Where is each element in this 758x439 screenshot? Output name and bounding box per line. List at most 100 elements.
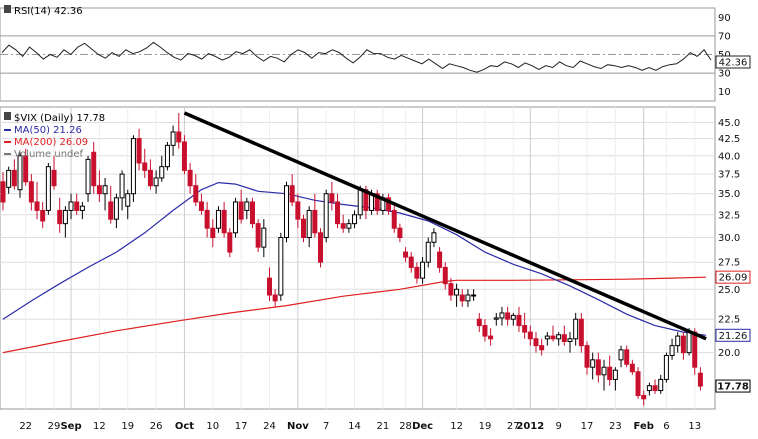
- candle-down: [448, 283, 454, 296]
- candle-down: [414, 266, 420, 279]
- candle-up: [420, 261, 426, 279]
- rsi-y-ticks: 9070503010: [718, 13, 731, 98]
- candle-down: [187, 169, 193, 187]
- candle-up: [669, 345, 675, 356]
- candle-down: [318, 232, 324, 263]
- x-tick-label: 13: [688, 421, 701, 432]
- price-y-tick-label: 25.0: [718, 285, 740, 296]
- x-tick-label: 27: [507, 421, 520, 432]
- candle-down: [272, 294, 278, 302]
- price-badge-box: [715, 379, 751, 393]
- candle-down: [23, 155, 29, 183]
- x-tick-label: 19: [121, 421, 134, 432]
- rsi-reference-lines: [0, 35, 715, 74]
- candle-up: [284, 185, 289, 238]
- candle-down: [255, 223, 261, 248]
- candle-down: [136, 138, 142, 164]
- x-tick-label: 23: [609, 421, 622, 432]
- candle-down: [374, 193, 380, 211]
- legend-entry: Volume undef: [14, 149, 84, 160]
- candle-up: [85, 158, 91, 195]
- candle-down: [295, 201, 301, 220]
- candle-up: [601, 366, 607, 376]
- price-badge-label: 26.09: [719, 273, 748, 284]
- ma200-line: [2, 276, 707, 354]
- candle-down: [482, 325, 488, 337]
- price-y-tick-label: 32.5: [718, 210, 740, 221]
- candle-down: [437, 251, 443, 268]
- candle-down: [459, 294, 465, 302]
- candle-down: [193, 185, 199, 203]
- candle-down: [28, 181, 34, 203]
- candle-up: [215, 209, 221, 229]
- candle-down: [301, 218, 307, 238]
- candle-down: [391, 209, 397, 229]
- rsi-y-tick-label: 70: [718, 31, 731, 42]
- candle-down: [181, 141, 187, 171]
- price-badge-box: [715, 328, 751, 342]
- candle-up: [499, 312, 505, 319]
- candle-down: [266, 277, 272, 296]
- candle-up: [170, 131, 176, 146]
- candle-down: [697, 372, 703, 387]
- candle-down: [176, 131, 182, 143]
- candle-down: [198, 201, 204, 211]
- candle-up: [45, 166, 51, 211]
- x-tick-label: 28: [399, 421, 412, 432]
- candle-up: [465, 294, 471, 302]
- candle-up: [352, 214, 358, 225]
- candle-up: [573, 318, 579, 340]
- candle-up: [646, 385, 652, 392]
- candle-down: [74, 201, 80, 211]
- x-tick-label: 14: [348, 421, 361, 432]
- candle-down: [312, 209, 318, 234]
- candle-up: [6, 169, 12, 188]
- candle-down: [533, 338, 539, 347]
- rsi-value-badge: 42.36: [715, 55, 751, 69]
- candle-up: [17, 155, 23, 191]
- candle-down: [11, 169, 17, 187]
- x-tick-label: Feb: [634, 421, 654, 432]
- candle-down: [142, 162, 148, 171]
- candle-up: [323, 193, 329, 238]
- candle-down: [539, 345, 545, 351]
- x-tick-label: 26: [150, 421, 163, 432]
- candle-down: [51, 169, 57, 187]
- x-tick-label: 2012: [516, 421, 544, 432]
- price-y-ticks: 45.0 42.5 40.0 37.5 35.0 32.5 30.0 27.5 25.0 22.5…: [718, 118, 740, 359]
- candle-up: [306, 209, 312, 238]
- candle-down: [561, 334, 567, 343]
- candle-down: [40, 209, 46, 222]
- candle-down: [516, 314, 522, 327]
- candle-down: [227, 232, 233, 253]
- candle-down: [488, 335, 494, 340]
- candle-down: [335, 201, 341, 225]
- candle-down: [0, 181, 6, 203]
- price-badge-label: 21.26: [719, 331, 748, 342]
- candle-up: [119, 173, 125, 199]
- price-plot-frame: [0, 106, 716, 410]
- price-badges: 26.09 21.26 17.78: [715, 270, 751, 393]
- x-tick-label: 21: [377, 421, 390, 432]
- x-tick-label: 17: [235, 421, 248, 432]
- x-tick-label: 10: [206, 421, 219, 432]
- x-tick-label: Nov: [287, 421, 309, 432]
- candle-down: [522, 325, 528, 333]
- price-panel: 45.0 42.5 40.0 37.5 35.0 32.5 30.0 27.5 25.0 22.5…: [0, 106, 751, 432]
- candle-down: [578, 318, 584, 347]
- price-y-tick-label: 40.0: [718, 151, 740, 162]
- candle-up: [686, 331, 692, 354]
- candle-up: [658, 378, 664, 392]
- price-y-tick-label: 30.0: [718, 233, 740, 244]
- candle-up: [493, 317, 499, 320]
- candle-up: [102, 185, 108, 195]
- candle-down: [34, 201, 40, 211]
- price-y-tick-label: 20.0: [718, 348, 740, 359]
- price-y-tick-label: 35.0: [718, 189, 740, 200]
- candle-up: [164, 144, 170, 168]
- candle-down: [505, 312, 511, 320]
- candle-down: [527, 331, 533, 340]
- candle-down: [680, 335, 686, 354]
